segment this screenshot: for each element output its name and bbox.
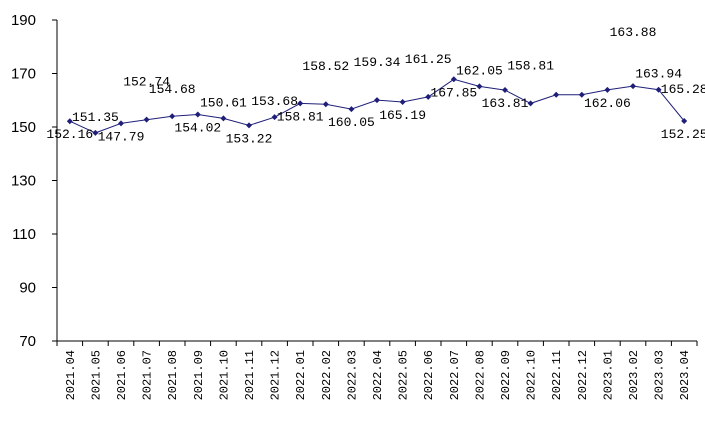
data-point (66, 118, 73, 125)
data-point (655, 86, 662, 93)
series-group (66, 76, 688, 136)
data-point (604, 86, 611, 93)
data-point (246, 122, 252, 129)
data-point (399, 99, 406, 106)
data-label: 152.25 (661, 127, 705, 142)
x-tick-label: 2022.01 (294, 350, 308, 400)
x-tick-label: 2023.02 (627, 350, 641, 400)
y-tick-label: 90 (19, 280, 36, 297)
y-tick-label: 110 (12, 226, 36, 243)
x-tick-label: 2022.02 (320, 350, 334, 400)
x-tick-label: 2021.11 (243, 350, 257, 400)
x-tick-label: 2022.06 (422, 350, 436, 400)
data-label: 158.52 (302, 59, 349, 74)
data-label: 151.35 (72, 110, 119, 125)
x-tick-label: 2022.12 (576, 350, 590, 400)
data-label: 159.34 (354, 55, 401, 70)
data-point (271, 114, 278, 121)
y-tick-label: 170 (11, 66, 36, 83)
data-point (169, 113, 176, 120)
data-point (553, 91, 560, 98)
data-label: 165.28 (661, 82, 705, 97)
x-tick-label: 2021.10 (217, 350, 231, 400)
data-label: 160.05 (328, 115, 375, 130)
data-point (578, 91, 585, 98)
x-tick-label: 2022.05 (397, 350, 411, 400)
data-label: 162.05 (456, 63, 503, 78)
data-label: 154.02 (174, 120, 221, 135)
x-tick-label: 2021.05 (89, 350, 103, 400)
data-point (118, 120, 124, 127)
data-point (220, 115, 227, 122)
x-tick-label: 2022.03 (345, 350, 359, 400)
data-label: 152.74 (123, 75, 170, 90)
y-tick-label: 70 (19, 333, 36, 350)
data-label: 163.81 (482, 96, 529, 111)
x-tick-label: 2022.04 (371, 350, 385, 400)
x-tick-label: 2021.12 (269, 350, 283, 400)
data-point (348, 106, 355, 113)
x-tick-label: 2021.06 (115, 350, 129, 400)
data-label: 158.81 (277, 109, 324, 124)
data-label: 154.68 (149, 82, 196, 97)
data-label: 163.94 (635, 67, 682, 82)
x-tick-label: 2021.09 (192, 350, 206, 400)
data-label: 150.61 (200, 95, 247, 110)
data-label: 162.06 (584, 96, 631, 111)
y-tick-label: 190 (11, 12, 36, 29)
x-tick-label: 2021.07 (141, 350, 155, 400)
data-label: 161.25 (405, 52, 452, 67)
data-point (92, 129, 99, 136)
y-tick-label: 130 (11, 173, 36, 190)
data-point (425, 93, 432, 100)
data-point (476, 83, 483, 90)
x-tick-label: 2023.03 (653, 350, 667, 400)
data-label: 152.16 (46, 127, 93, 142)
y-tick-label: 150 (11, 119, 36, 136)
data-label: 165.19 (379, 108, 426, 123)
data-label: 153.68 (251, 94, 298, 109)
x-tick-label: 2023.04 (678, 350, 692, 400)
data-label: 153.22 (226, 131, 273, 146)
data-label: 147.79 (98, 129, 145, 144)
data-label: 167.85 (430, 85, 477, 100)
data-point (297, 100, 304, 107)
x-tick-label: 2022.11 (550, 350, 564, 400)
x-tick-label: 2022.08 (473, 350, 487, 400)
data-point (527, 100, 534, 107)
data-label: 163.88 (610, 25, 657, 40)
y-axis-ticks: 70 90 110 130 150 170 190 (11, 12, 57, 350)
x-tick-label: 2021.04 (64, 350, 78, 400)
x-axis-ticks: 2021.04 2021.05 2021.06 2021.07 2021.08 2021.… (56, 341, 698, 400)
data-point (502, 87, 508, 94)
data-point (194, 111, 201, 118)
data-point (374, 97, 380, 104)
x-tick-label: 2022.09 (499, 350, 513, 400)
x-tick-label: 2022.07 (448, 350, 462, 400)
data-point (681, 117, 688, 124)
x-tick-label: 2023.01 (601, 350, 615, 400)
data-point (630, 83, 636, 90)
x-tick-label: 2022.10 (525, 350, 539, 400)
data-point (143, 116, 150, 123)
data-point (322, 101, 329, 108)
data-label: 158.81 (507, 58, 554, 73)
x-tick-label: 2021.08 (166, 350, 180, 400)
data-point (450, 76, 457, 83)
